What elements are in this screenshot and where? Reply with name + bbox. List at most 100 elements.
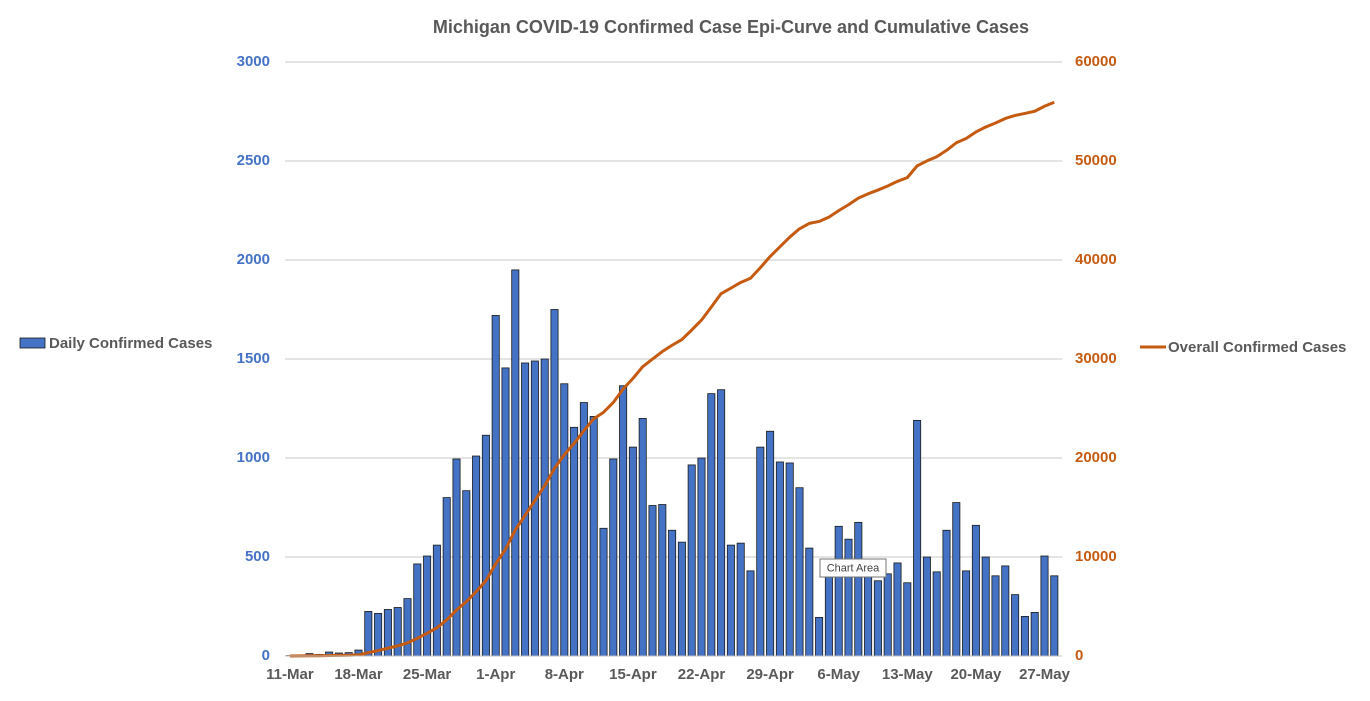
bar: [766, 430, 775, 657]
x-tick-label: 22-Apr: [678, 666, 726, 683]
x-tick-label: 6-May: [817, 666, 860, 683]
bar: [913, 419, 922, 657]
bar: [589, 416, 598, 657]
bar: [844, 538, 853, 657]
x-tick-label: 11-Mar: [266, 666, 314, 683]
x-tick-label: 13-May: [882, 666, 934, 683]
bar: [697, 457, 706, 657]
bar: [481, 434, 490, 657]
legend-label: Daily Confirmed Cases: [49, 335, 212, 352]
y-tick-label: 2500: [237, 152, 270, 169]
bar: [462, 490, 471, 657]
bar: [658, 504, 667, 657]
y-tick-label: 0: [262, 647, 270, 664]
bar: [756, 446, 765, 657]
bar: [952, 502, 961, 657]
y-tick-label: 2000: [237, 251, 270, 268]
bar: [1050, 575, 1059, 657]
bar: [1001, 565, 1010, 657]
bar: [805, 547, 814, 657]
y2-tick-label: 30000: [1075, 350, 1117, 367]
bar: [991, 575, 1000, 657]
bar: [981, 556, 990, 657]
bar: [393, 607, 402, 657]
bar: [815, 616, 824, 657]
legend-label: Overall Confirmed Cases: [1168, 339, 1346, 356]
bar: [726, 544, 735, 657]
x-tick-label: 8-Apr: [545, 666, 584, 683]
bar: [1020, 616, 1029, 657]
bar: [579, 402, 588, 657]
y2-tick-label: 0: [1075, 647, 1083, 664]
bar: [491, 315, 500, 657]
bar: [540, 358, 549, 657]
x-tick-label: 20-May: [950, 666, 1002, 683]
bar: [1011, 594, 1020, 657]
bar: [883, 573, 892, 657]
x-tick-label: 27-May: [1019, 666, 1071, 683]
legend-swatch: [19, 337, 46, 349]
y-tick-label: 500: [245, 548, 270, 565]
bar: [785, 462, 794, 657]
bar: [364, 611, 373, 657]
y2-tick-label: 10000: [1075, 548, 1117, 565]
bar: [501, 367, 510, 657]
y2-tick-label: 20000: [1075, 449, 1117, 466]
line: [289, 100, 1055, 658]
bar: [423, 555, 432, 657]
x-tick-label: 1-Apr: [476, 666, 515, 683]
bar: [442, 497, 451, 657]
bar: [687, 464, 696, 657]
bar: [746, 570, 755, 657]
bar: [599, 527, 608, 657]
bar: [893, 562, 902, 657]
tooltip: Chart Area: [827, 562, 880, 574]
y-tick-label: 1000: [237, 449, 270, 466]
bar: [619, 385, 628, 657]
x-tick-label: 15-Apr: [609, 666, 657, 683]
bar: [560, 383, 569, 657]
bar: [452, 458, 461, 657]
bar: [971, 524, 980, 657]
bar: [472, 455, 481, 657]
bar: [609, 458, 618, 657]
bar: [824, 568, 833, 657]
bar: [707, 393, 716, 657]
x-tick-label: 25-Mar: [403, 666, 452, 683]
bar: [403, 598, 412, 657]
bar: [922, 556, 931, 657]
bar: [550, 309, 559, 657]
bar: [932, 571, 941, 657]
bar: [1040, 555, 1049, 657]
bar: [834, 525, 843, 657]
y2-tick-label: 50000: [1075, 152, 1117, 169]
bar: [1030, 612, 1039, 657]
chart-title: Michigan COVID-19 Confirmed Case Epi-Cur…: [433, 17, 1029, 37]
bar: [873, 580, 882, 657]
y-tick-label: 1500: [237, 350, 270, 367]
bar: [677, 541, 686, 657]
bar: [668, 529, 677, 657]
bar: [854, 521, 863, 657]
x-tick-label: 18-Mar: [334, 666, 383, 683]
bar: [511, 269, 520, 657]
bar: [648, 505, 657, 657]
y2-tick-label: 60000: [1075, 53, 1117, 70]
y-tick-label: 3000: [237, 53, 270, 70]
tooltip-box: [819, 558, 887, 578]
y2-tick-label: 40000: [1075, 251, 1117, 268]
bar: [795, 487, 804, 657]
bar: [628, 446, 637, 657]
bar: [903, 582, 912, 657]
bar: [717, 389, 726, 657]
bar: [942, 529, 951, 657]
bar: [530, 360, 539, 657]
bar: [570, 426, 579, 657]
bar: [962, 570, 971, 657]
bar: [775, 461, 784, 657]
bar: [432, 544, 441, 657]
bar: [736, 542, 745, 657]
bar: [638, 417, 647, 657]
bar: [864, 570, 873, 657]
